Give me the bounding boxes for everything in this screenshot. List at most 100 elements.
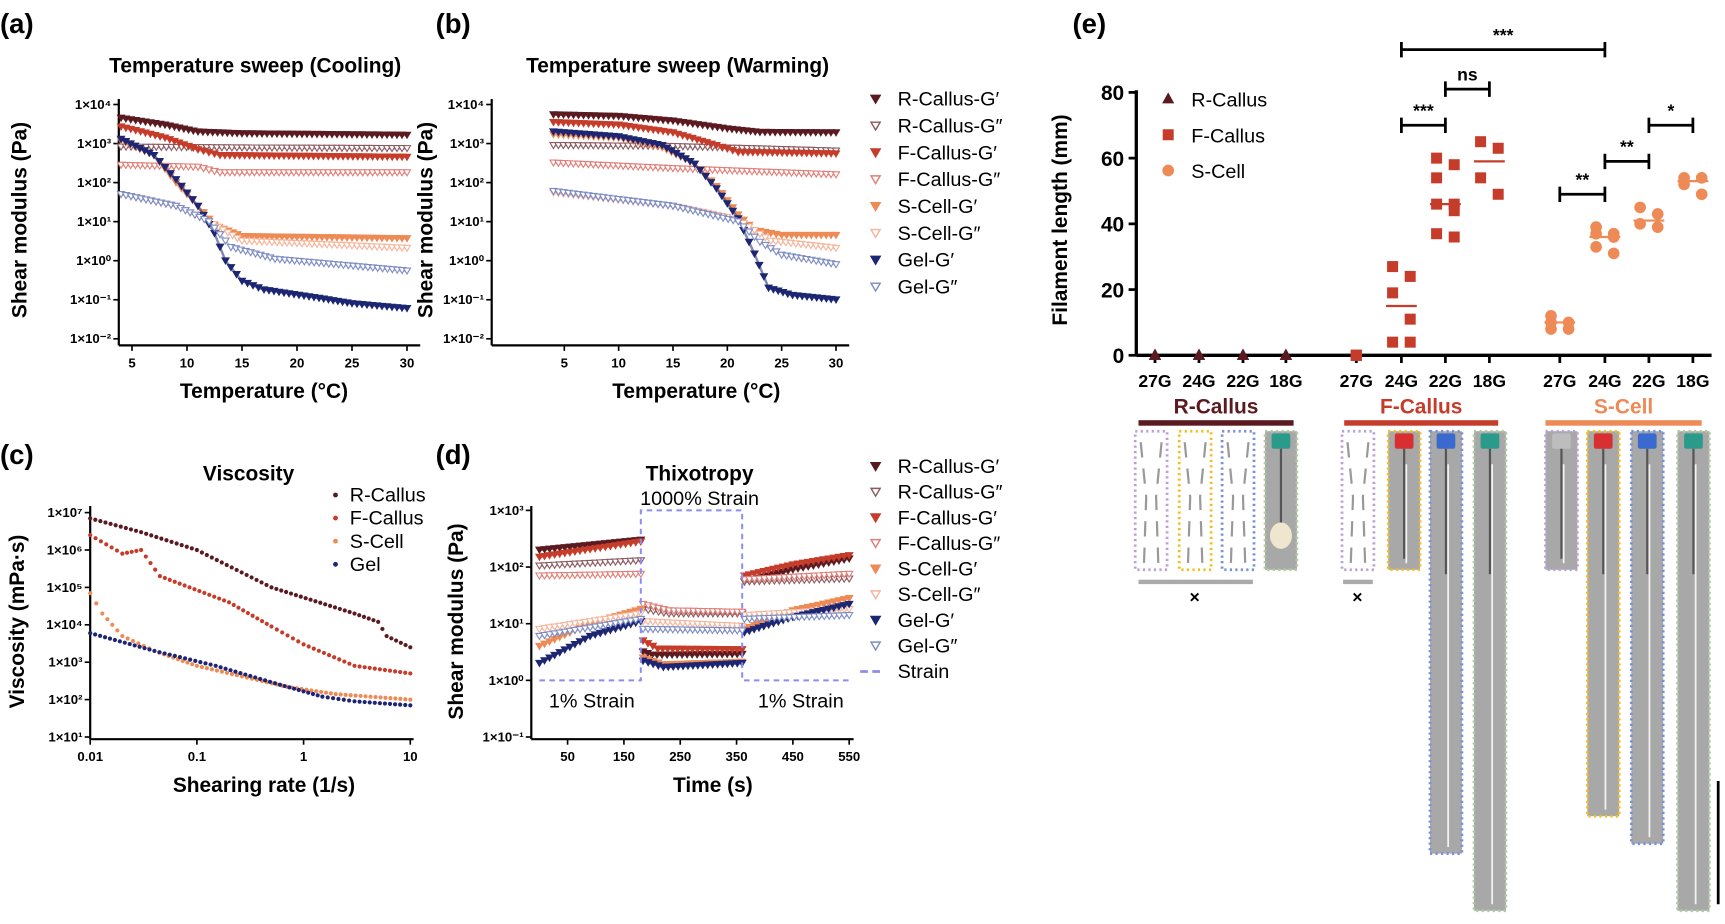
no-filament-mark: × (1189, 587, 1199, 607)
data-point (217, 596, 222, 601)
legend: R-Callus-G′ R-Callus-G″ F-Callus-G′ F-Callu… (869, 89, 1003, 298)
data-point (658, 663, 668, 672)
data-point (580, 625, 590, 633)
data-point (1492, 142, 1504, 154)
data-point (1404, 313, 1416, 325)
data-point (844, 600, 854, 609)
x-tick-label: 10 (180, 355, 195, 370)
data-point (182, 189, 192, 198)
data-point (188, 196, 197, 204)
data-point (357, 613, 362, 618)
data-point (128, 527, 134, 532)
data-point (824, 605, 834, 614)
y-tick-label: 1×10⁵ (47, 580, 83, 595)
legend-triangle-icon (869, 564, 882, 575)
x-tick-label: 50 (560, 749, 575, 764)
data-point (367, 700, 372, 705)
photo-r-callus-27g (1133, 429, 1169, 572)
data-point (590, 631, 600, 640)
data-point (534, 625, 544, 634)
data-point (215, 243, 225, 252)
group-s-cell: 27G 24G 22G 18G S-Cell (1543, 172, 1710, 426)
data-point (231, 602, 236, 608)
data-point (819, 606, 829, 615)
data-point (325, 695, 330, 700)
strain-line (539, 509, 850, 682)
x-tick-label: 27G (1340, 371, 1373, 391)
y-tick-label: 1×10² (48, 692, 83, 707)
data-point (1492, 188, 1504, 200)
data-point (237, 277, 247, 286)
data-point (357, 664, 362, 669)
legend-triangle-icon (869, 201, 882, 212)
chart-title: Temperature sweep (Cooling) (109, 55, 401, 78)
y-tick-label: 1×10¹ (77, 214, 111, 229)
data-point (545, 545, 555, 554)
data-point (388, 696, 393, 701)
bracket-line (1400, 117, 1447, 133)
data-point (744, 238, 754, 247)
data-point (545, 572, 555, 580)
data-point (555, 629, 565, 638)
data-point (98, 539, 103, 544)
data-point (570, 543, 580, 551)
data-point (829, 571, 839, 580)
data-point (590, 559, 600, 568)
data-point (819, 600, 829, 609)
data-point (357, 699, 362, 704)
data-point (595, 616, 605, 625)
data-point (831, 296, 841, 305)
data-point (534, 562, 544, 571)
data-point (560, 621, 570, 630)
x-tick-label: 18G (1269, 371, 1302, 391)
x-tick-label: 30 (829, 355, 844, 370)
data-point (105, 617, 110, 622)
data-point (784, 614, 794, 622)
data-point (125, 636, 130, 641)
data-point (219, 560, 224, 565)
data-point (555, 561, 565, 570)
data-point (402, 131, 412, 140)
data-point (139, 547, 144, 553)
data-point (182, 583, 187, 588)
data-point (198, 660, 203, 665)
data-point (408, 671, 413, 676)
data-point (164, 538, 169, 543)
data-point (93, 632, 98, 637)
data-point (789, 609, 799, 617)
data-point (560, 628, 570, 637)
data-point (560, 646, 570, 655)
legend-label: Gel-G′ (898, 610, 955, 632)
data-point (94, 601, 99, 606)
data-point (621, 618, 631, 627)
data-point (779, 574, 789, 582)
data-point (610, 558, 620, 567)
data-point (789, 614, 799, 622)
y-tick-label: 0 (1113, 345, 1125, 368)
photo-r-callus-18g (1263, 429, 1299, 572)
data-point (722, 660, 732, 669)
data-point (120, 551, 125, 556)
legend-triangle-icon (869, 255, 882, 266)
data-point (224, 670, 230, 675)
data-point (263, 678, 268, 683)
data-point (342, 608, 347, 613)
legend-triangle-icon (869, 641, 882, 652)
data-point (834, 597, 844, 605)
y-axis-label: Viscosity (mPa·s) (6, 535, 29, 709)
legend-triangle-icon (869, 148, 882, 159)
data-point (550, 651, 560, 660)
y-tick-label: 1×10⁰ (76, 253, 112, 268)
data-point (727, 660, 737, 669)
data-point (550, 623, 560, 632)
data-point (188, 657, 193, 662)
data-point (610, 542, 620, 550)
data-point (347, 661, 352, 666)
data-point (255, 616, 260, 621)
significance-bracket: * (1647, 100, 1695, 133)
x-tick-label: 18G (1473, 371, 1506, 391)
data-point (764, 566, 774, 575)
data-point (228, 668, 233, 673)
chart-title: Thixotropy (646, 463, 754, 486)
